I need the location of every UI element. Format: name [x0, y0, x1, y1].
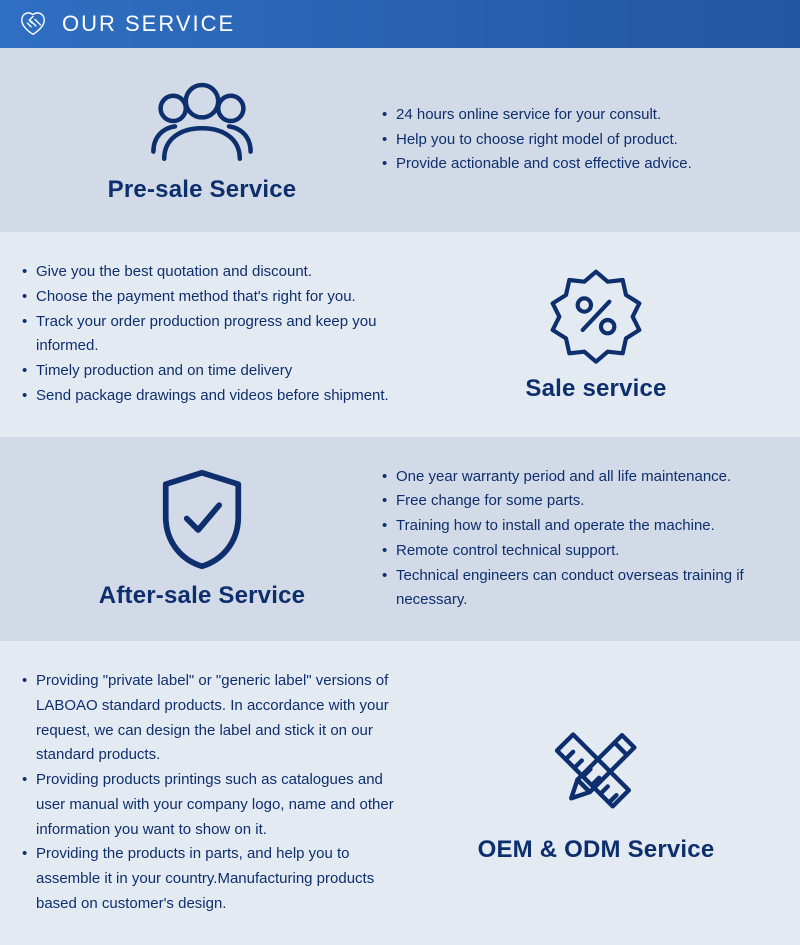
after-sale-title: After-sale Service	[99, 582, 305, 610]
pre-sale-icon-col: Pre-sale Service	[22, 76, 382, 204]
people-icon	[147, 76, 257, 166]
bullet-item: Providing the products in parts, and hel…	[22, 842, 408, 916]
pre-sale-title: Pre-sale Service	[108, 176, 297, 204]
section-sale: Give you the best quotation and discount…	[0, 232, 800, 437]
bullet-item: Timely production and on time delivery	[22, 359, 408, 384]
design-tools-icon	[536, 721, 656, 826]
after-sale-bullets: One year warranty period and all life ma…	[382, 465, 776, 614]
section-pre-sale: Pre-sale Service 24 hours online service…	[0, 48, 800, 232]
bullet-item: 24 hours online service for your consult…	[382, 103, 776, 128]
oem-odm-bullets: Providing "private label" or "generic la…	[22, 669, 416, 917]
bullet-item: Providing "private label" or "generic la…	[22, 669, 408, 768]
handshake-icon	[18, 9, 48, 39]
oem-odm-icon-col: OEM & ODM Service	[416, 721, 776, 864]
bullet-item: Free change for some parts.	[382, 489, 776, 514]
bullet-item: Remote control technical support.	[382, 539, 776, 564]
page-title: OUR SERVICE	[62, 11, 235, 37]
oem-odm-title: OEM & ODM Service	[478, 836, 715, 864]
bullet-item: Choose the payment method that's right f…	[22, 285, 408, 310]
bullet-item: Send package drawings and videos before …	[22, 384, 408, 409]
bullet-item: One year warranty period and all life ma…	[382, 465, 776, 490]
bullet-item: Provide actionable and cost effective ad…	[382, 152, 776, 177]
bullet-item: Technical engineers can conduct overseas…	[382, 564, 776, 614]
bullet-item: Give you the best quotation and discount…	[22, 260, 408, 285]
page-header: OUR SERVICE	[0, 0, 800, 48]
bullet-item: Training how to install and operate the …	[382, 514, 776, 539]
bullet-item: Providing products printings such as cat…	[22, 768, 408, 842]
bullet-item: Track your order production progress and…	[22, 310, 408, 360]
discount-badge-icon	[541, 265, 651, 365]
shield-check-icon	[152, 467, 252, 572]
sale-bullets: Give you the best quotation and discount…	[22, 260, 416, 409]
bullet-item: Help you to choose right model of produc…	[382, 128, 776, 153]
sale-title: Sale service	[525, 375, 666, 403]
pre-sale-bullets: 24 hours online service for your consult…	[382, 103, 776, 177]
section-after-sale: After-sale Service One year warranty per…	[0, 437, 800, 642]
section-oem-odm: Providing "private label" or "generic la…	[0, 641, 800, 945]
after-sale-icon-col: After-sale Service	[22, 467, 382, 610]
sale-icon-col: Sale service	[416, 265, 776, 403]
